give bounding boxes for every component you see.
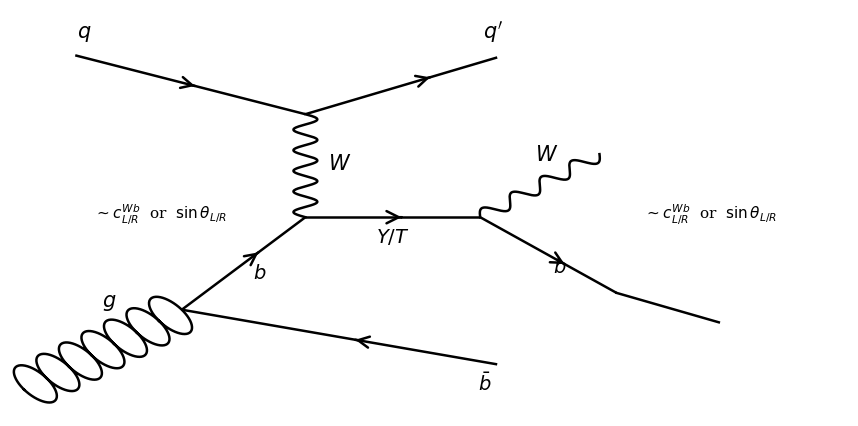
Text: $q'$: $q'$ <box>483 19 503 45</box>
Text: $\sim c^{Wb}_{L/R}$  or  $\sin\theta_{L/R}$: $\sim c^{Wb}_{L/R}$ or $\sin\theta_{L/R}… <box>94 203 227 227</box>
Text: $Y/T$: $Y/T$ <box>376 227 409 247</box>
Text: $q$: $q$ <box>76 24 91 44</box>
Text: $b$: $b$ <box>253 265 267 283</box>
Text: $\bar{b}$: $\bar{b}$ <box>478 372 491 395</box>
Text: $\sim c^{Wb}_{L/R}$  or  $\sin\theta_{L/R}$: $\sim c^{Wb}_{L/R}$ or $\sin\theta_{L/R}… <box>644 203 776 227</box>
Text: $W$: $W$ <box>328 154 351 174</box>
Text: $b$: $b$ <box>553 258 566 277</box>
Text: $W$: $W$ <box>535 145 559 165</box>
Text: $g$: $g$ <box>102 294 117 314</box>
